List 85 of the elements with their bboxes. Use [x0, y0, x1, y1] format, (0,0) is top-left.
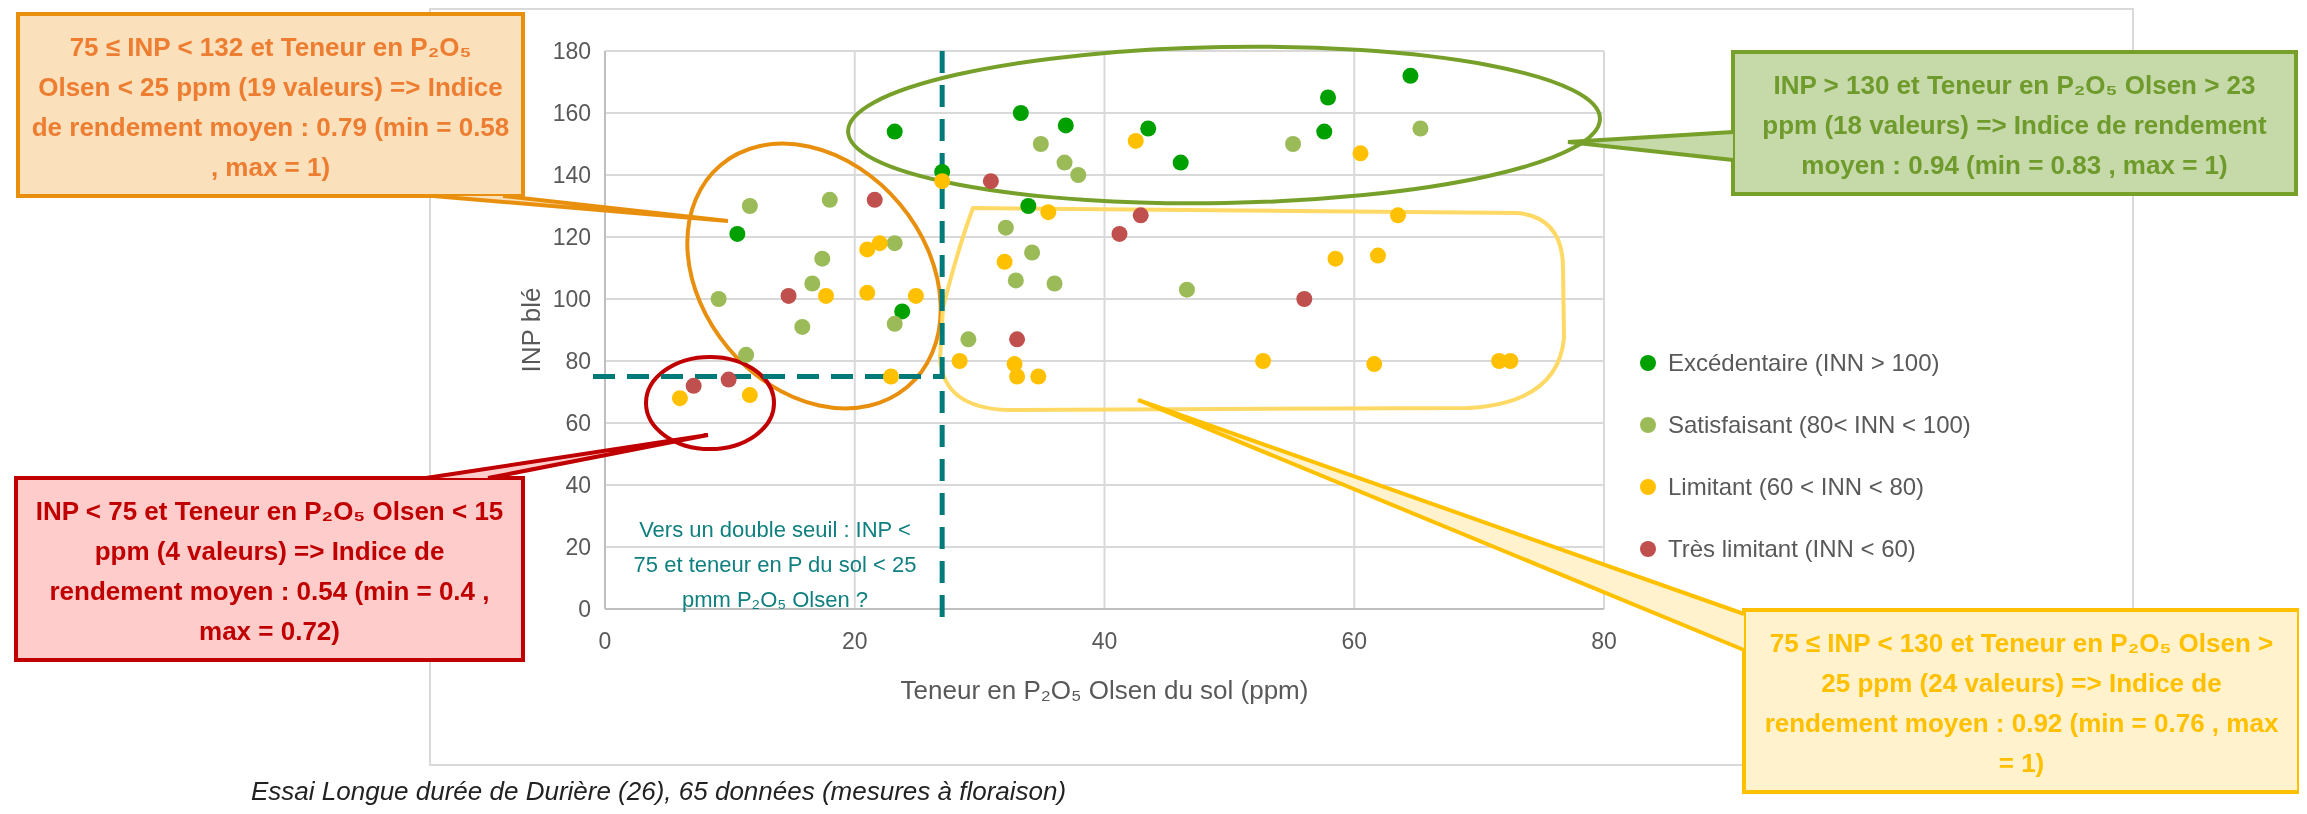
point — [818, 287, 835, 304]
point — [1140, 120, 1157, 137]
point — [907, 287, 924, 304]
point — [871, 235, 888, 252]
point — [671, 390, 688, 407]
legend-label: Très limitant (INN < 60) — [1668, 535, 1916, 562]
point — [996, 253, 1013, 270]
point — [1369, 247, 1386, 264]
y-tick-label: 40 — [565, 472, 591, 498]
point — [1255, 353, 1272, 369]
point — [1057, 117, 1074, 134]
point — [729, 225, 746, 242]
point — [886, 235, 903, 252]
point — [1352, 145, 1369, 162]
x-tick-label: 40 — [1091, 628, 1118, 654]
point — [1070, 167, 1087, 183]
legend-label: Satisfaisant (80< INN < 100) — [1668, 411, 1971, 438]
point — [982, 173, 999, 190]
point — [1402, 67, 1419, 84]
x-tick-label: 80 — [1591, 628, 1617, 654]
point — [1127, 132, 1144, 149]
point — [794, 318, 811, 335]
point — [859, 284, 876, 301]
point — [1502, 353, 1519, 369]
y-tick-label: 140 — [552, 162, 591, 188]
point — [1296, 291, 1313, 307]
point — [1111, 225, 1128, 242]
y-tick-label: 0 — [578, 596, 591, 622]
point — [866, 191, 883, 208]
point — [780, 287, 797, 304]
x-tick-label: 0 — [598, 628, 612, 654]
y-axis-title: INP blé — [516, 287, 546, 373]
point — [741, 387, 758, 404]
legend-label: Excédentaire (INN > 100) — [1668, 349, 1940, 376]
point — [886, 123, 903, 140]
point — [1007, 272, 1024, 289]
point — [1178, 281, 1195, 298]
point — [1389, 207, 1406, 224]
point — [1020, 198, 1037, 214]
point — [685, 377, 702, 394]
point — [886, 315, 903, 332]
y-tick-label: 160 — [552, 100, 591, 126]
point — [1009, 331, 1026, 348]
point — [738, 346, 755, 363]
point — [1009, 368, 1026, 385]
y-tick-label: 100 — [552, 286, 591, 312]
point — [960, 331, 977, 348]
point — [1316, 123, 1333, 140]
point — [814, 250, 831, 267]
point — [1320, 89, 1337, 106]
point — [1285, 136, 1302, 152]
legend-label: Limitant (60 < INN < 80) — [1668, 473, 1925, 500]
point — [1040, 204, 1057, 221]
x-axis-title: Teneur en P₂O₅ Olsen du sol (ppm) — [900, 675, 1309, 705]
point — [1024, 244, 1041, 261]
y-tick-label: 80 — [565, 348, 591, 374]
point — [1030, 368, 1047, 385]
point — [1172, 154, 1189, 171]
point — [1366, 356, 1383, 373]
point — [951, 353, 968, 369]
point — [1327, 250, 1344, 267]
point — [934, 173, 951, 190]
y-tick-label: 20 — [565, 534, 591, 560]
point — [1032, 136, 1049, 152]
point — [1132, 207, 1149, 224]
text: Essai Longue durée de Durière (26), 65 données (mesures à floraison) — [251, 776, 1067, 806]
point — [741, 198, 758, 214]
point — [859, 241, 876, 258]
point — [710, 291, 727, 307]
point — [821, 191, 838, 208]
annotation: Vers un double seuil : INP < 75 et teneur en P du sol < 25 pmm P₂O₅ Olsen ? — [633, 517, 917, 612]
y-tick-label: 180 — [552, 38, 591, 64]
point — [1012, 105, 1029, 121]
point — [894, 303, 911, 320]
point — [1412, 120, 1429, 137]
point — [1046, 275, 1063, 292]
x-tick-label: 20 — [841, 628, 868, 654]
point — [720, 371, 737, 388]
point — [997, 219, 1014, 236]
point — [804, 275, 821, 292]
y-tick-label: 60 — [565, 410, 591, 436]
point — [882, 368, 899, 385]
x-tick-label: 60 — [1341, 628, 1368, 654]
y-tick-label: 120 — [552, 224, 591, 250]
point — [1056, 154, 1073, 171]
